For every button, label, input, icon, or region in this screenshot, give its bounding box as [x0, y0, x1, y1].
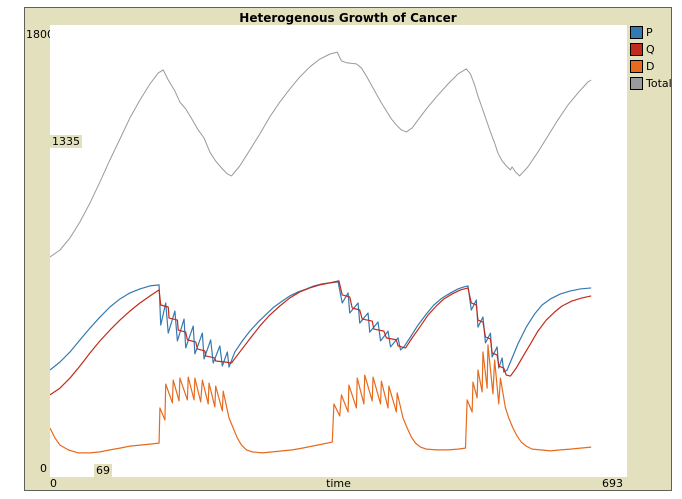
- y-threshold-label: 1335: [50, 135, 82, 148]
- x-axis-max-label: 693: [602, 477, 623, 490]
- plot-canvas: 1335 69: [50, 25, 627, 477]
- series-line-Total: [50, 52, 591, 257]
- series-line-Q: [50, 281, 591, 395]
- series-line-D: [50, 345, 591, 453]
- series-line-P: [50, 282, 591, 372]
- legend-item-D: D: [630, 58, 672, 75]
- x-axis-title: time: [326, 477, 351, 490]
- y-axis-min-label: 0: [40, 462, 47, 475]
- legend-swatch-P: [630, 26, 643, 39]
- legend-label-P: P: [646, 26, 653, 39]
- x-event-label: 69: [94, 464, 112, 477]
- plot-title: Heterogenous Growth of Cancer: [239, 11, 457, 25]
- legend-item-Q: Q: [630, 41, 672, 58]
- y-axis-max-label: 1800: [26, 28, 54, 41]
- legend-swatch-Q: [630, 43, 643, 56]
- legend-label-Total: Total: [646, 77, 672, 90]
- legend-item-Total: Total: [630, 75, 672, 92]
- legend-item-P: P: [630, 24, 672, 41]
- chart-svg: [50, 25, 627, 477]
- legend-swatch-Total: [630, 77, 643, 90]
- x-axis-min-label: 0: [50, 477, 57, 490]
- plot-widget: Heterogenous Growth of Cancer 1800 0 133…: [24, 7, 672, 491]
- legend-label-D: D: [646, 60, 655, 73]
- legend-swatch-D: [630, 60, 643, 73]
- plot-legend: P Q D Total: [630, 24, 672, 92]
- legend-label-Q: Q: [646, 43, 655, 56]
